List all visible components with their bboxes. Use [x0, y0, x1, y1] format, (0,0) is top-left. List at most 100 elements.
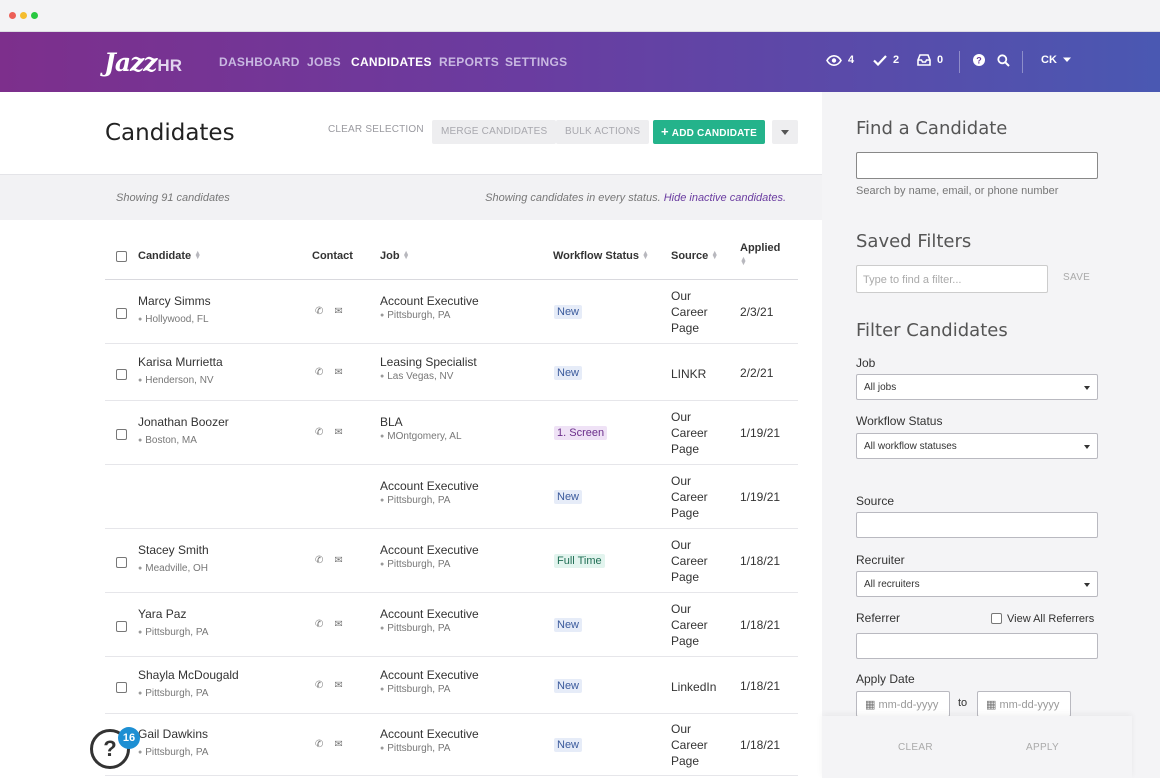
workflow-status-badge[interactable]: New — [554, 305, 583, 319]
phone-icon[interactable]: ✆ — [315, 366, 324, 378]
candidate-name[interactable]: Stacey Smith — [138, 543, 209, 557]
table-row[interactable]: Karisa Murrietta Henderson, NV ✆ ✉ Leasing… — [105, 344, 798, 401]
candidate-location: Pittsburgh, PA — [138, 747, 208, 758]
table-row[interactable]: Stacey Smith Meadville, OH ✆ ✉ Account Exe… — [105, 529, 798, 593]
workflow-status-badge[interactable]: 1. Screen — [554, 426, 608, 440]
column-source[interactable]: Source ▲ ▼ — [671, 250, 718, 262]
filter-footer: CLEAR APPLY — [822, 716, 1132, 778]
nav-settings[interactable]: SETTINGS — [505, 55, 568, 69]
recruiter-filter-select[interactable]: All recruiters — [856, 571, 1098, 597]
user-menu[interactable]: CK — [1041, 54, 1071, 66]
workflow-filter-select[interactable]: All workflow statuses — [856, 433, 1098, 459]
nav-candidates[interactable]: CANDIDATES — [351, 55, 432, 69]
nav-jobs[interactable]: JOBS — [307, 55, 341, 69]
applied-date: 1/18/21 — [740, 618, 781, 632]
help-nav-button[interactable]: ? — [973, 54, 985, 66]
job-title[interactable]: Account Executive — [380, 727, 479, 741]
workflow-status-badge[interactable]: New — [554, 490, 583, 504]
source-filter-input[interactable] — [856, 512, 1098, 538]
add-candidate-dropdown-button[interactable] — [772, 120, 798, 144]
jazzhr-logo[interactable]: JazzHR — [104, 48, 182, 77]
minimize-window-dot[interactable] — [20, 12, 27, 19]
table-row[interactable]: Yara Paz Pittsburgh, PA ✆ ✉ Account Execut… — [105, 593, 798, 657]
close-window-dot[interactable] — [9, 12, 16, 19]
job-title[interactable]: Account Executive — [380, 607, 479, 621]
candidate-location: Hollywood, FL — [138, 314, 208, 325]
source-value: Our Career Page — [671, 722, 708, 768]
job-filter-select[interactable]: All jobs — [856, 374, 1098, 400]
phone-icon[interactable]: ✆ — [315, 679, 324, 691]
email-icon[interactable]: ✉ — [334, 679, 343, 691]
add-candidate-button[interactable]: + ADD CANDIDATE — [653, 120, 765, 144]
workflow-status-badge[interactable]: New — [554, 738, 583, 752]
row-checkbox[interactable] — [116, 429, 127, 440]
job-title[interactable]: Account Executive — [380, 667, 479, 682]
hide-inactive-link[interactable]: Hide inactive candidates. — [663, 192, 786, 204]
candidate-name[interactable]: Karisa Murrietta — [138, 354, 223, 369]
email-icon[interactable]: ✉ — [334, 306, 343, 317]
email-icon[interactable]: ✉ — [334, 366, 343, 378]
apply-date-to-input[interactable]: ▦ mm-dd-yyyy — [977, 691, 1071, 717]
nav-dashboard[interactable]: DASHBOARD — [219, 55, 300, 69]
job-title[interactable]: Account Executive — [380, 294, 479, 308]
candidate-name[interactable]: Yara Paz — [138, 607, 187, 621]
workflow-status-badge[interactable]: New — [554, 618, 583, 632]
add-candidate-label: ADD CANDIDATE — [671, 128, 757, 139]
candidate-name[interactable]: Jonathan Boozer — [138, 415, 229, 429]
tasks-counter[interactable]: 2 — [873, 54, 899, 66]
phone-icon[interactable]: ✆ — [315, 739, 324, 750]
clear-filters-button[interactable]: CLEAR — [898, 742, 933, 753]
search-nav-button[interactable] — [997, 54, 1010, 67]
job-title[interactable]: Leasing Specialist — [380, 354, 477, 369]
table-row[interactable]: Shayla McDougald Pittsburgh, PA ✆ ✉ Accoun… — [105, 657, 798, 714]
workflow-status-badge[interactable]: New — [554, 365, 583, 380]
find-candidate-input[interactable] — [856, 152, 1098, 179]
column-job[interactable]: Job ▲ ▼ — [380, 250, 410, 262]
candidate-name[interactable]: Marcy Simms — [138, 294, 211, 308]
inbox-counter[interactable]: 0 — [917, 54, 943, 66]
save-filter-button[interactable]: SAVE — [1063, 272, 1091, 283]
bulk-actions-button[interactable]: BULK ACTIONS — [556, 120, 650, 144]
table-row[interactable]: Jonathan Boozer Boston, MA ✆ ✉ BLA MOntgome… — [105, 401, 798, 465]
row-checkbox[interactable] — [116, 621, 127, 632]
apply-date-from-input[interactable]: ▦ mm-dd-yyyy — [856, 691, 950, 717]
row-checkbox[interactable] — [116, 557, 127, 568]
phone-icon[interactable]: ✆ — [315, 555, 324, 566]
phone-icon[interactable]: ✆ — [315, 306, 324, 317]
column-applied[interactable]: Applied ▲ ▼ — [740, 242, 780, 267]
email-icon[interactable]: ✉ — [334, 739, 343, 750]
candidate-name[interactable]: Gail Dawkins — [138, 727, 209, 741]
column-workflow-status[interactable]: Workflow Status ▲ ▼ — [553, 250, 649, 262]
views-counter[interactable]: 4 — [826, 54, 854, 66]
workflow-status-badge[interactable]: Full Time — [554, 554, 605, 568]
email-icon[interactable]: ✉ — [334, 619, 343, 630]
nav-reports[interactable]: REPORTS — [439, 55, 500, 69]
phone-icon[interactable]: ✆ — [315, 619, 324, 630]
row-checkbox[interactable] — [116, 368, 127, 380]
job-title[interactable]: Account Executive — [380, 543, 479, 557]
job-filter-label: Job — [856, 356, 876, 370]
table-row[interactable]: Marcy Simms Hollywood, FL ✆ ✉ Account Exec… — [105, 280, 798, 344]
merge-candidates-button[interactable]: MERGE CANDIDATES — [432, 120, 557, 144]
job-title[interactable]: BLA — [380, 415, 403, 429]
workflow-status-badge[interactable]: New — [554, 678, 583, 693]
column-candidate[interactable]: Candidate ▲ ▼ — [138, 250, 201, 262]
referrer-filter-input[interactable] — [856, 633, 1098, 659]
apply-filters-button[interactable]: APPLY — [1026, 742, 1059, 753]
view-all-referrers-checkbox[interactable] — [991, 613, 1002, 624]
clear-selection-button[interactable]: CLEAR SELECTION — [328, 124, 424, 135]
applied-date: 1/18/21 — [740, 554, 781, 568]
email-icon[interactable]: ✉ — [334, 555, 343, 566]
table-row[interactable]: Account Executive Pittsburgh, PA New Our Ca… — [105, 465, 798, 529]
row-checkbox[interactable] — [116, 308, 127, 319]
select-all-checkbox[interactable] — [116, 251, 127, 262]
row-checkbox[interactable] — [116, 681, 127, 693]
email-icon[interactable]: ✉ — [334, 427, 343, 438]
table-row[interactable]: Gail Dawkins Pittsburgh, PA ✆ ✉ Account Ex… — [105, 714, 798, 776]
saved-filter-search-input[interactable]: Type to find a filter... — [856, 265, 1048, 293]
candidate-name[interactable]: Shayla McDougald — [138, 667, 239, 682]
candidate-location: Boston, MA — [138, 435, 197, 446]
zoom-window-dot[interactable] — [31, 12, 38, 19]
job-title[interactable]: Account Executive — [380, 479, 479, 493]
phone-icon[interactable]: ✆ — [315, 427, 324, 438]
